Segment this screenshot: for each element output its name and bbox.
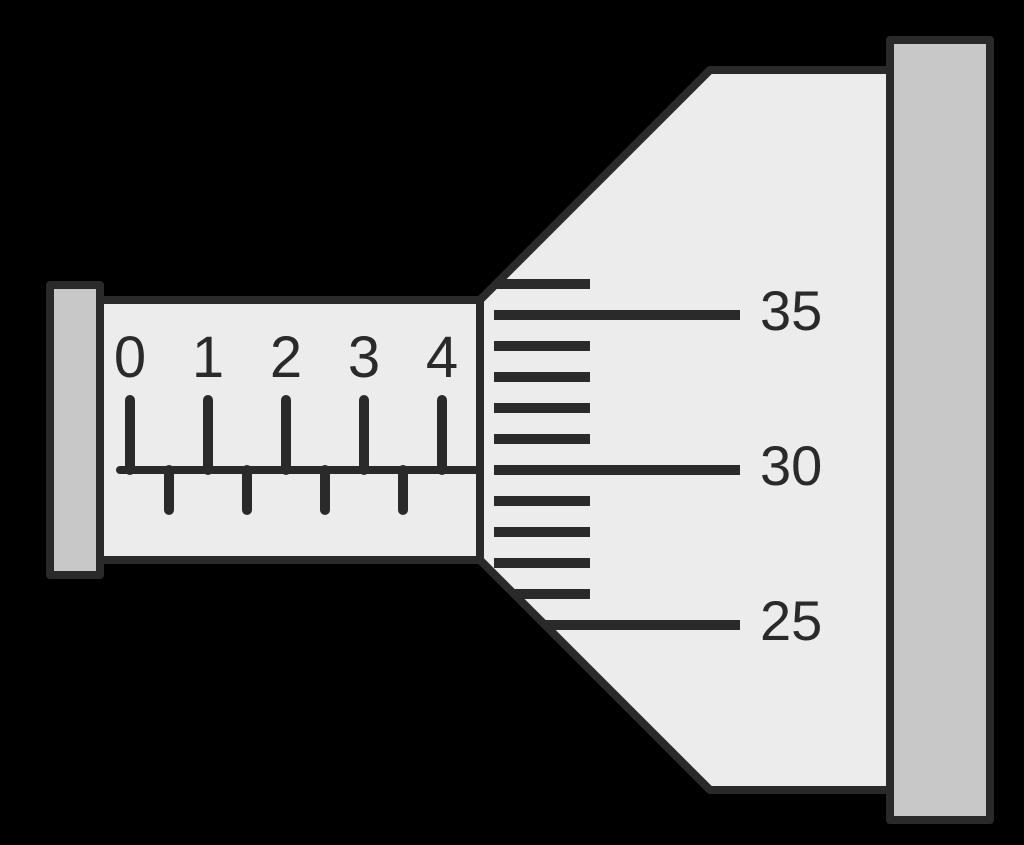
main-scale-label: 1 <box>192 325 224 390</box>
main-scale-label: 3 <box>348 325 380 390</box>
main-scale-label: 0 <box>114 325 146 390</box>
ratchet-body <box>890 40 990 820</box>
main-scale-label: 4 <box>426 325 458 390</box>
spindle-stub <box>50 285 100 575</box>
micrometer-diagram: 01234 25 30 35 <box>0 0 1024 845</box>
thimble-scale-label: 35 <box>760 279 822 342</box>
main-scale-label: 2 <box>270 325 302 390</box>
thimble-scale-label: 25 <box>760 589 822 652</box>
thimble-scale-label: 30 <box>760 434 822 497</box>
